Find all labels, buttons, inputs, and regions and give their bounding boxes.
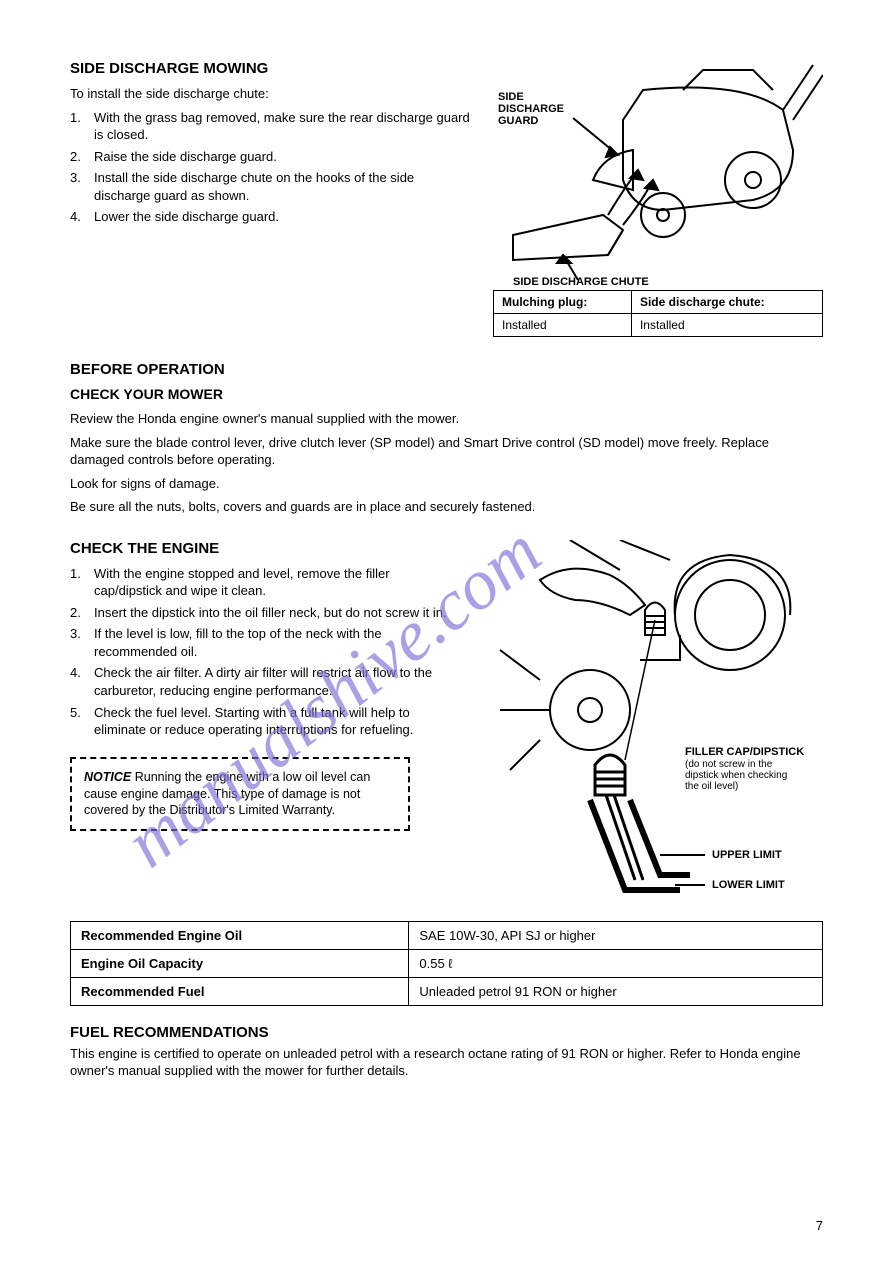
section-side-discharge: SIDE DISCHARGE MOWING To install the sid… [70, 60, 823, 337]
label-side-discharge-guard-1: SIDE [498, 91, 524, 103]
cell-side-chute-value: Installed [631, 314, 822, 337]
label-side-discharge-guard-2: DISCHARGE [498, 103, 564, 115]
list-item: 3.If the level is low, fill to the top o… [70, 625, 460, 660]
check-engine-text-col: CHECK THE ENGINE 1.With the engine stopp… [70, 540, 460, 832]
side-discharge-steps: 1.With the grass bag removed, make sure … [70, 109, 473, 226]
fuel-recommendations-text: This engine is certified to operate on u… [70, 1045, 823, 1080]
chute-icon [513, 215, 623, 260]
check-engine-title: CHECK THE ENGINE [70, 540, 460, 557]
section-check-engine: CHECK THE ENGINE 1.With the engine stopp… [70, 540, 823, 905]
step-number: 2. [70, 148, 94, 166]
spacer [70, 337, 823, 361]
before-op-para-1: Review the Honda engine owner's manual s… [70, 410, 823, 428]
step-text: Insert the dipstick into the oil filler … [94, 604, 447, 622]
cell-oil-value: SAE 10W-30, API SJ or higher [409, 921, 823, 949]
step-text: With the grass bag removed, make sure th… [94, 109, 473, 144]
engine-dipstick-illustration: FILLER CAP/DIPSTICK (do not screw in the… [480, 540, 820, 900]
cell-mulching-plug-value: Installed [494, 314, 632, 337]
notice-label: NOTICE [84, 770, 131, 784]
section-before-operation: BEFORE OPERATION CHECK YOUR MOWER Review… [70, 361, 823, 516]
side-discharge-intro: To install the side discharge chute: [70, 85, 473, 103]
cell-side-chute-label: Side discharge chute: [631, 291, 822, 314]
mower-body-icon [593, 65, 823, 237]
label-cap-note-3: the oil level) [685, 781, 738, 792]
engine-body-icon [500, 540, 790, 770]
check-your-mower-subtitle: CHECK YOUR MOWER [70, 386, 823, 402]
step-number: 1. [70, 109, 94, 144]
notice-box: NOTICE Running the engine with a low oil… [70, 757, 410, 832]
cell-capacity-label: Engine Oil Capacity [71, 949, 409, 977]
list-item: 5.Check the fuel level. Starting with a … [70, 704, 460, 739]
side-discharge-text-col: SIDE DISCHARGE MOWING To install the sid… [70, 60, 473, 337]
label-filler-cap: FILLER CAP/DIPSTICK [685, 746, 804, 758]
step-text: Check the fuel level. Starting with a fu… [94, 704, 460, 739]
label-cap-note-2: dipstick when checking [685, 770, 787, 781]
cell-fuel-value: Unleaded petrol 91 RON or higher [409, 977, 823, 1005]
step-number: 4. [70, 664, 94, 699]
spacer [70, 522, 823, 540]
step-text: Install the side discharge chute on the … [94, 169, 473, 204]
label-lower-limit: LOWER LIMIT [712, 879, 785, 891]
side-discharge-figure-col: SIDE DISCHARGE GUARD SIDE DISCHARGE CHUT… [493, 60, 823, 337]
step-number: 1. [70, 565, 94, 600]
check-engine-steps: 1.With the engine stopped and level, rem… [70, 565, 460, 739]
step-number: 3. [70, 625, 94, 660]
step-text: Check the air filter. A dirty air filter… [94, 664, 460, 699]
list-item: 3.Install the side discharge chute on th… [70, 169, 473, 204]
fuel-recommendations-title: FUEL RECOMMENDATIONS [70, 1024, 823, 1041]
before-op-para-3: Look for signs of damage. [70, 475, 823, 493]
step-text: If the level is low, fill to the top of … [94, 625, 460, 660]
page-number: 7 [816, 1218, 823, 1233]
label-side-discharge-guard-3: GUARD [498, 115, 538, 127]
table-row: Mulching plug: Side discharge chute: [494, 291, 823, 314]
cell-capacity-value: 0.55 ℓ [409, 949, 823, 977]
specs-table: Recommended Engine Oil SAE 10W-30, API S… [70, 921, 823, 1006]
table-row: Engine Oil Capacity 0.55 ℓ [71, 949, 823, 977]
step-text: With the engine stopped and level, remov… [94, 565, 460, 600]
label-upper-limit: UPPER LIMIT [712, 849, 782, 861]
label-cap-note-1: (do not screw in the [685, 759, 773, 770]
manual-page: manualshive.com SIDE DISCHARGE MOWING To… [0, 0, 893, 1263]
list-item: 1.With the grass bag removed, make sure … [70, 109, 473, 144]
mower-side-discharge-illustration: SIDE DISCHARGE GUARD SIDE DISCHARGE CHUT… [493, 60, 823, 290]
table-row: Installed Installed [494, 314, 823, 337]
side-discharge-table: Mulching plug: Side discharge chute: Ins… [493, 290, 823, 337]
table-row: Recommended Fuel Unleaded petrol 91 RON … [71, 977, 823, 1005]
list-item: 1.With the engine stopped and level, rem… [70, 565, 460, 600]
cell-mulching-plug-label: Mulching plug: [494, 291, 632, 314]
before-op-para-2: Make sure the blade control lever, drive… [70, 434, 823, 469]
list-item: 4.Check the air filter. A dirty air filt… [70, 664, 460, 699]
cell-oil-label: Recommended Engine Oil [71, 921, 409, 949]
cell-fuel-label: Recommended Fuel [71, 977, 409, 1005]
before-operation-title: BEFORE OPERATION [70, 361, 823, 378]
side-discharge-diagram: SIDE DISCHARGE GUARD SIDE DISCHARGE CHUT… [493, 60, 823, 290]
step-number: 3. [70, 169, 94, 204]
list-item: 2.Insert the dipstick into the oil fille… [70, 604, 460, 622]
step-text: Lower the side discharge guard. [94, 208, 279, 226]
list-item: 4.Lower the side discharge guard. [70, 208, 473, 226]
step-number: 5. [70, 704, 94, 739]
step-number: 2. [70, 604, 94, 622]
label-side-discharge-chute: SIDE DISCHARGE CHUTE [513, 276, 649, 288]
before-op-para-4: Be sure all the nuts, bolts, covers and … [70, 498, 823, 516]
leader-line-icon [625, 620, 655, 760]
side-discharge-title: SIDE DISCHARGE MOWING [70, 60, 473, 77]
list-item: 2.Raise the side discharge guard. [70, 148, 473, 166]
table-row: Recommended Engine Oil SAE 10W-30, API S… [71, 921, 823, 949]
spacer [70, 743, 460, 757]
check-engine-figure-col: FILLER CAP/DIPSTICK (do not screw in the… [480, 540, 823, 905]
step-text: Raise the side discharge guard. [94, 148, 277, 166]
step-number: 4. [70, 208, 94, 226]
